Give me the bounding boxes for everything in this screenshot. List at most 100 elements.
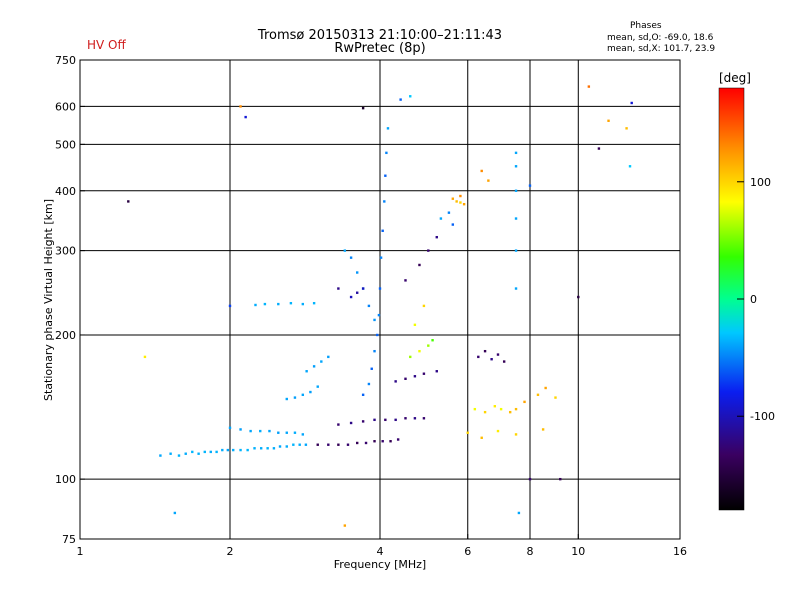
data-point bbox=[439, 217, 443, 220]
data-point bbox=[378, 287, 382, 290]
data-point bbox=[381, 440, 384, 443]
data-point bbox=[373, 318, 376, 322]
stats-heading: Phases bbox=[630, 21, 662, 31]
x-tick-label: 6 bbox=[464, 545, 471, 558]
data-point bbox=[373, 440, 376, 443]
colorbar-tick-label: 100 bbox=[750, 176, 771, 189]
data-point bbox=[355, 291, 359, 294]
data-point bbox=[272, 447, 276, 450]
data-point bbox=[462, 202, 466, 206]
data-point bbox=[483, 410, 487, 414]
x-tick-label: 4 bbox=[377, 545, 384, 558]
data-point bbox=[451, 197, 455, 200]
data-point bbox=[355, 441, 359, 445]
data-point bbox=[427, 344, 430, 347]
data-point bbox=[349, 256, 353, 259]
y-tick-label: 750 bbox=[55, 54, 76, 67]
data-point bbox=[459, 201, 462, 204]
x-tick-label: 2 bbox=[227, 545, 234, 558]
y-tick-label: 100 bbox=[55, 473, 76, 486]
data-point bbox=[320, 360, 323, 363]
data-point bbox=[413, 323, 417, 327]
data-point bbox=[373, 418, 376, 422]
hv-status-label: HV Off bbox=[87, 38, 126, 52]
data-point bbox=[289, 301, 293, 305]
data-point bbox=[502, 360, 506, 363]
data-point bbox=[244, 115, 247, 119]
colorbar-unit-label: [deg] bbox=[719, 71, 751, 85]
data-point bbox=[228, 426, 232, 430]
data-point bbox=[293, 431, 297, 434]
data-point bbox=[361, 287, 365, 290]
data-point bbox=[343, 249, 347, 252]
data-point bbox=[143, 355, 147, 359]
data-point bbox=[404, 279, 407, 282]
data-point bbox=[379, 256, 383, 259]
data-point bbox=[361, 393, 365, 397]
data-point bbox=[404, 417, 407, 420]
data-point bbox=[364, 441, 368, 445]
x-axis-label: Frequency [MHz] bbox=[333, 558, 427, 571]
colorbar-tick-label: -100 bbox=[750, 410, 775, 423]
data-point bbox=[496, 353, 500, 356]
data-point bbox=[191, 450, 194, 454]
data-point bbox=[239, 448, 242, 452]
data-point bbox=[327, 443, 330, 446]
data-point bbox=[169, 452, 172, 455]
data-point bbox=[477, 355, 480, 359]
data-point bbox=[316, 443, 319, 446]
data-point bbox=[409, 95, 412, 98]
data-point bbox=[266, 447, 269, 450]
data-point bbox=[554, 396, 557, 399]
chart-subtitle: RwPretec (8p) bbox=[334, 41, 426, 56]
x-tick-label: 1 bbox=[77, 545, 84, 558]
data-point bbox=[304, 443, 308, 446]
data-point bbox=[559, 477, 562, 481]
data-point bbox=[239, 105, 242, 108]
data-point bbox=[381, 229, 384, 232]
data-point bbox=[184, 452, 187, 455]
data-point bbox=[514, 165, 518, 168]
data-point bbox=[483, 349, 487, 353]
data-point bbox=[523, 400, 526, 404]
x-tick-label: 8 bbox=[527, 545, 534, 558]
stats-line-o: mean, sd,O: -69.0, 18.6 bbox=[607, 33, 714, 43]
data-point bbox=[630, 101, 633, 105]
data-point bbox=[367, 304, 371, 308]
data-point bbox=[514, 287, 518, 290]
data-point bbox=[435, 370, 438, 373]
data-point bbox=[413, 375, 417, 378]
data-point bbox=[514, 189, 518, 192]
data-point bbox=[389, 440, 392, 443]
data-point bbox=[239, 428, 242, 431]
data-point bbox=[384, 174, 387, 177]
data-point bbox=[177, 454, 181, 457]
y-tick-label: 400 bbox=[55, 185, 76, 198]
data-point bbox=[541, 428, 545, 431]
y-tick-label: 500 bbox=[55, 138, 76, 151]
data-point bbox=[259, 429, 262, 433]
axis-ticks: 1 2 4 6 8 10 16 75 100 200 300 400 500 600 750 bbox=[55, 54, 687, 558]
data-points bbox=[127, 85, 633, 527]
data-point bbox=[209, 450, 212, 454]
data-point bbox=[337, 423, 340, 426]
x-tick-label: 16 bbox=[673, 545, 687, 558]
data-point bbox=[480, 436, 483, 439]
data-point bbox=[373, 349, 376, 353]
data-point bbox=[480, 169, 483, 173]
data-point bbox=[386, 127, 390, 130]
data-point bbox=[473, 407, 477, 411]
data-point bbox=[577, 295, 580, 299]
data-point bbox=[625, 127, 628, 130]
data-point bbox=[361, 420, 365, 423]
data-point bbox=[447, 211, 451, 214]
data-point bbox=[399, 98, 402, 101]
data-point bbox=[396, 438, 400, 441]
data-point bbox=[514, 217, 518, 220]
data-point bbox=[301, 393, 305, 397]
data-point bbox=[268, 429, 271, 433]
grid-lines bbox=[80, 60, 680, 539]
data-point bbox=[327, 355, 330, 359]
data-point bbox=[514, 151, 518, 155]
